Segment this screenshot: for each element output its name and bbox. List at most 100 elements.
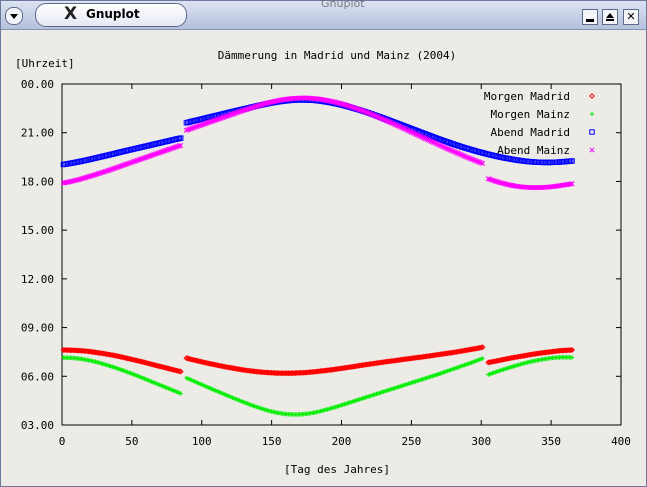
data-point-fill [190,125,196,131]
close-button[interactable]: ✕ [623,9,639,25]
data-point [373,113,379,119]
data-point-fill [207,119,213,125]
data-point-fill [169,145,175,151]
close-icon: ✕ [626,10,636,23]
data-point-fill [354,106,360,112]
data-point-fill [438,143,444,149]
data-point-fill [147,153,153,159]
data-point-fill [98,170,104,176]
data-point-fill [417,133,423,139]
data-point-fill [87,173,93,179]
data-point [569,347,575,353]
data-point-fill [450,148,456,154]
data-point-fill [203,120,209,127]
legend-marker [589,93,595,99]
window-title: Gnuplot [86,7,140,21]
data-point-fill [146,153,152,159]
data-point-fill [171,145,177,151]
data-point [569,181,575,187]
data-point [234,110,240,116]
data-point-fill [208,118,215,125]
minimize-icon [583,10,597,24]
data-point [133,158,139,164]
data-point-fill [158,149,164,155]
data-point-fill [420,134,426,140]
data-point [345,103,352,109]
data-point-fill [154,150,160,157]
data-point [340,101,346,107]
data-point [480,160,486,166]
data-point [150,152,156,158]
data-point [463,154,469,160]
data-point [418,134,424,140]
data-point-fill [118,163,124,169]
data-point-fill [425,137,431,143]
data-point [446,146,452,152]
window-menu-button[interactable] [5,7,23,25]
data-point-fill [221,114,227,120]
data-point-fill [403,126,409,133]
data-point-fill [461,153,468,159]
data-point-fill [188,126,194,132]
data-point-fill [141,155,148,161]
data-point-fill [400,125,406,131]
data-point-fill [364,109,370,115]
data-point-fill [445,146,451,152]
title-pill[interactable]: X Gnuplot [35,3,187,27]
series-abend-mainz [60,95,575,191]
data-point [468,156,475,162]
chart-title: Dämmerung in Madrid und Mainz (2004) [218,49,456,62]
data-point-fill [201,121,208,127]
y-tick-label: 12.00 [21,273,54,286]
data-point-fill [214,117,220,123]
data-point [239,108,245,114]
data-point-fill [249,105,255,111]
minimize-button[interactable] [582,9,598,25]
data-point-fill [215,116,222,122]
x-tick-label: 300 [471,435,491,448]
data-point [167,146,173,152]
data-point-fill [350,104,356,110]
data-point [217,116,223,122]
data-point-fill [220,115,226,121]
x-tick-label: 50 [125,435,138,448]
data-point-fill [406,128,412,134]
data-point-fill [229,111,236,117]
data-point-fill [174,144,180,150]
data-point [491,178,497,184]
data-point [88,173,94,179]
series-layer [60,95,575,417]
data-point [139,156,145,162]
data-point-fill [460,152,466,159]
data-point-fill [453,149,459,156]
data-point [362,109,368,115]
data-point [245,106,251,112]
data-point-fill [164,147,170,153]
data-point-fill [399,124,405,131]
data-point [94,171,100,177]
x-tick-label: 0 [59,435,66,448]
title-bar[interactable]: X Gnuplot Gnuplot ✕ [1,0,646,30]
data-point [452,149,458,155]
data-point [211,117,217,124]
data-point [178,135,184,141]
data-point-fill [372,113,378,119]
data-point-fill [113,165,120,171]
data-point-fill [196,123,202,129]
data-point-fill [140,155,146,161]
data-point-fill [442,145,448,151]
data-point-fill [104,168,110,174]
data-point [183,127,189,133]
data-point-fill [365,110,371,116]
legend-label: Morgen Mainz [491,108,570,121]
data-point-fill [132,158,138,164]
data-point-fill [241,107,247,113]
x-tick-label: 250 [401,435,421,448]
maximize-button[interactable] [602,9,618,25]
data-point-fill [199,122,205,128]
data-point-fill [175,143,181,149]
data-point-fill [433,141,440,147]
data-point-fill [137,156,143,162]
data-point [413,131,419,137]
data-point [155,150,161,156]
